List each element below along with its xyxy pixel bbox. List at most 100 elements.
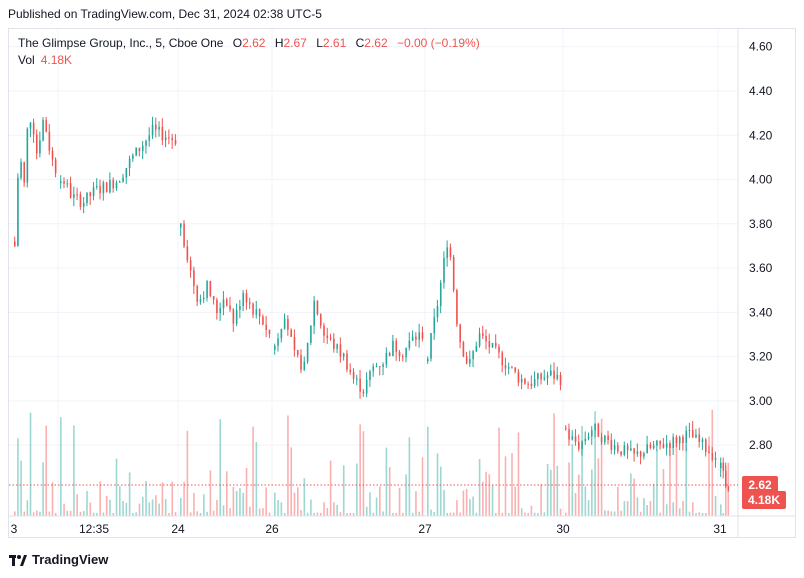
candle-body <box>339 344 342 357</box>
volume-bar <box>119 486 121 516</box>
time-tick-label: 12:35 <box>79 522 109 536</box>
candle-body <box>183 223 185 247</box>
time-tick-label: 24 <box>171 522 185 536</box>
candle-body <box>456 290 458 325</box>
volume-bar <box>310 499 312 516</box>
volume-bar <box>571 443 574 516</box>
candle-body <box>252 303 254 315</box>
candle-body <box>411 336 414 341</box>
volume-bar <box>498 427 500 516</box>
volume-bar <box>597 458 600 516</box>
candle-body <box>138 147 141 152</box>
tradingview-logo-icon <box>9 554 27 566</box>
candle-body <box>39 140 41 154</box>
volume-bar <box>439 466 442 516</box>
volume-bar <box>594 411 596 516</box>
volume-bar <box>639 511 642 516</box>
candle-body <box>132 155 134 159</box>
volume-bar <box>491 484 494 516</box>
candle-body <box>507 367 510 369</box>
volume-bar <box>135 512 137 516</box>
candle-body <box>604 435 606 443</box>
volume-bar <box>86 490 88 516</box>
volume-bar <box>626 500 629 516</box>
candle-body <box>119 181 121 183</box>
candle-body <box>462 342 465 357</box>
last-volume-badge <box>742 491 786 509</box>
candle-body <box>543 377 546 380</box>
candle-body <box>488 341 491 348</box>
volume-bar <box>226 471 228 516</box>
volume-bar <box>316 512 319 516</box>
volume-bar <box>691 502 694 516</box>
candles <box>14 116 730 492</box>
volume-bar <box>511 453 513 516</box>
volume-bar <box>105 495 108 516</box>
candle-body <box>274 345 276 351</box>
volume-bar <box>565 512 567 516</box>
volume-bar <box>415 491 417 516</box>
volume-bar <box>600 418 603 516</box>
candle-body <box>42 119 44 141</box>
volume-bar <box>604 510 606 516</box>
tradingview-brand[interactable]: TradingView <box>9 552 108 567</box>
candle-body <box>222 299 225 309</box>
candle-body <box>430 333 432 359</box>
candle-body <box>216 299 218 314</box>
candle-body <box>349 369 352 373</box>
candle-body <box>29 122 32 129</box>
volume-bar <box>623 501 626 516</box>
volume-bar <box>550 469 552 516</box>
volume-bar <box>99 481 101 516</box>
volume-bar <box>698 512 701 516</box>
candle-body <box>591 430 593 437</box>
candle-body <box>362 391 365 394</box>
volume-bar <box>274 492 276 516</box>
candle-body <box>433 317 436 334</box>
volume-bar <box>168 512 170 516</box>
candle-body <box>533 379 536 387</box>
volume-bar <box>388 467 391 516</box>
volume-bar <box>29 412 32 516</box>
candle-body <box>168 137 170 139</box>
candle-body <box>662 444 665 448</box>
volume-bar <box>607 510 609 516</box>
volume-bar <box>504 456 507 516</box>
volume-bar <box>465 488 468 516</box>
candle-body <box>669 443 671 449</box>
candle-body <box>511 367 513 369</box>
volume-bar <box>229 508 231 516</box>
volume-bar <box>708 436 710 516</box>
candle-body <box>472 351 474 360</box>
candle-body <box>392 340 394 357</box>
volume-bar <box>20 460 22 516</box>
published-caption: Published on TradingView.com, Dec 31, 20… <box>8 7 322 21</box>
volume-bar <box>148 502 151 516</box>
candle-body <box>326 335 329 338</box>
candle-body <box>86 192 88 204</box>
candle-body <box>158 126 160 130</box>
candle-body <box>96 186 98 188</box>
volume-bar <box>183 481 185 516</box>
candle-body <box>141 145 144 152</box>
volume-bar <box>574 493 577 516</box>
volume-bar <box>277 499 279 516</box>
volume-bar <box>587 500 590 516</box>
volume-bar <box>60 417 62 516</box>
volume-bar <box>252 426 254 516</box>
volume-bar <box>287 415 289 516</box>
candle-body <box>258 309 261 317</box>
volume-bar <box>174 512 177 516</box>
candle-body <box>89 192 92 197</box>
time-axis: 3 12:35 24 26 27 30 31 <box>9 515 796 536</box>
candle-body <box>268 329 271 334</box>
candle-body <box>388 352 391 357</box>
volume-bar <box>89 502 92 516</box>
candle-body <box>280 328 283 339</box>
volume-bar <box>161 482 164 516</box>
candle-body <box>475 345 478 352</box>
volume-bar <box>527 513 529 516</box>
candle-body <box>607 435 609 441</box>
volume-bar <box>591 469 593 516</box>
